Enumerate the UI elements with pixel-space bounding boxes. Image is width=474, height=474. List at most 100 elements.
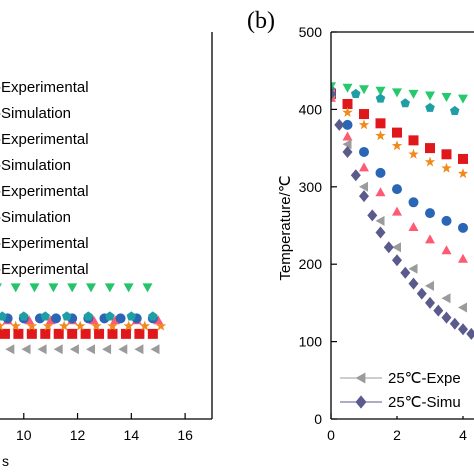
panel-a-series-0-point [134,344,144,355]
panel-b-series-0-point [425,91,435,101]
panel-b-markers [331,82,474,340]
panel-b-series-2-point [392,127,402,138]
panel-b-series-4-point [441,215,452,226]
panel-b-series-3-point [391,140,403,151]
panel-b-series-3-point [424,156,436,167]
panel-b-legend: 25℃-Expe 25℃-Simu [340,370,461,411]
panel-b-legend-marker [355,395,367,409]
panel-b-series-2-point [359,109,369,120]
panel-b-series-1-point [450,105,460,115]
panel-a-series-1-point [94,328,105,339]
panel-b-series-1-point [425,102,435,112]
panel-b-series-0-point [375,86,386,96]
panel-a-series-6-point [104,283,115,293]
panel-a-series-6-point [123,283,134,293]
panel-b-series-6-point [458,302,467,313]
panel-b-series-4-point [359,146,369,157]
panel-a-series-1-point [26,328,37,339]
panel-b-series-7-point [367,209,378,222]
panel-a-legend-label: -Experimental [0,131,89,148]
panel-b-x-tick-label: 2 [393,427,401,443]
panel-b-series-6-point [359,181,368,192]
panel-b-series-6-point [375,215,385,226]
panel-b-y-tick-label: 300 [299,179,323,195]
panel-a-series-0-point [21,344,31,355]
panel-b-series-2-point [342,98,353,109]
panel-a-x-tick-label: 14 [124,427,140,443]
panel-a-series-1-point [67,328,78,339]
panel-a-x-tick-label: 12 [70,427,86,443]
panel-b-series-2-point [408,135,419,146]
panel-b-y-tick-label: 400 [299,101,323,117]
panel-a-series-5-point [105,311,115,321]
panel-b-series-0-point [342,83,353,93]
panel-a-series-5-point [19,311,29,321]
panel-a-series-1-point [107,328,118,339]
panel-a-legend-label: -Simulation [0,157,71,174]
panel-a-markers [0,283,167,355]
panel-b-series-2-point [441,149,452,160]
panel-a-series-2-point [10,320,21,331]
panel-a-series-4-point [51,313,62,324]
panel-a-series-5-point [148,311,158,321]
panel-b-series-2-point [375,118,386,129]
panel-b-series-1-point [400,98,410,108]
panel-b-series-7-point [408,277,419,290]
panel-b-series-0-point [392,88,402,98]
panel-b-series-7-point [342,146,353,158]
panel-b-series-0-point [441,93,452,102]
panel-b-legend-marker [355,372,366,384]
panel-b-series-4-point [392,184,402,195]
panel-a-legend-label: -Experimental [0,79,89,96]
panel-b-label: (b) [247,8,275,34]
panel-a-series-5-point [40,311,50,321]
panel-b-series-3-point [375,130,386,141]
panel-a-x-ticks: 10 12 14 16 [16,413,193,443]
panel-a-series-1-point [53,328,64,339]
panel-b-series-7-point [350,169,361,182]
panel-b-series-5-point [375,187,386,197]
panel-b-series-7-point [359,190,369,203]
panel-a-xlabel-fragment: s [2,453,9,469]
panel-b-series-7-point [425,296,435,309]
panel-b-series-3-point [358,119,370,130]
panel-b-legend-box [336,362,474,416]
panel-b-series-7-point [375,226,386,239]
panel-a-series-0-point [69,344,79,355]
panel-b-ylabel: Temperature/℃ [277,175,294,280]
panel-a-series-2-point [0,321,5,331]
panel-b-series-6-point [342,139,352,150]
panel-b-series-7-point [449,317,460,330]
panel-b-series-3-point [342,107,353,117]
panel-b-series-5-point [458,253,468,263]
panel-a-x-tick-label: 10 [16,427,32,443]
panel-a-series-5-point [0,311,7,321]
panel-b-series-5-point [408,222,419,231]
panel-b-x-tick-label: 0 [327,427,335,443]
panel-b-series-5-point [359,162,369,172]
panel-a-series-2-point [42,320,54,331]
panel-b-series-5-point [441,245,452,255]
panel-b-series-5-point [425,234,435,244]
panel-a-series-1-point [120,328,131,339]
panel-b-x-tick-label: 4 [459,427,467,443]
panel-b-y-tick-label: 0 [314,411,322,427]
panel-b-series-6-point [425,280,434,291]
panel-a-series-0-point [118,344,128,355]
panel-a-series-6-point [10,283,21,293]
panel-a-series-0-point [53,344,63,355]
panel-a: 10 12 14 16 s -Experimental-Simulation-Expe… [0,32,213,469]
panel-b-series-4-point [342,119,353,130]
panel-a-series-2-point [58,320,70,331]
panel-a-series-1-point [40,328,51,339]
panel-b-ticks: 0 100 200 300 400 500 0 2 4 [299,24,467,443]
panel-b-y-tick-label: 200 [299,256,323,272]
panel-b-series-0-point [408,89,419,99]
panel-a-series-5-point [62,311,72,321]
panel-b-series-6-point [408,263,418,274]
panel-b-legend-label: 25℃-Expe [388,370,461,387]
panel-b-series-4-point [375,167,386,178]
panel-b-series-3-point [408,148,419,159]
panel-b-series-7-point [433,304,444,317]
panel-b-series-3-point [441,162,452,173]
